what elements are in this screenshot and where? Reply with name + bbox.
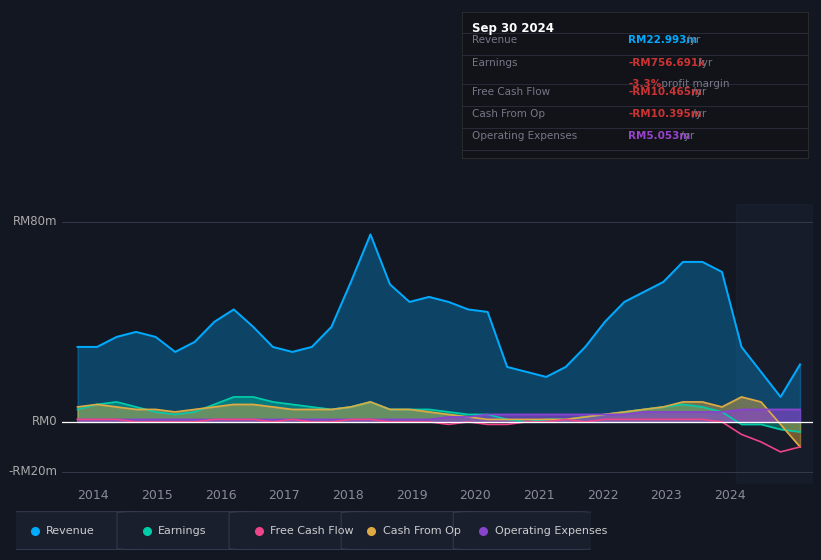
Text: RM80m: RM80m (13, 216, 57, 228)
Text: Operating Expenses: Operating Expenses (472, 131, 578, 141)
Text: Cash From Op: Cash From Op (472, 109, 545, 119)
Text: RM5.053m: RM5.053m (628, 131, 690, 141)
Text: Revenue: Revenue (472, 35, 517, 45)
FancyBboxPatch shape (342, 512, 482, 549)
Text: -RM756.691k: -RM756.691k (628, 58, 705, 68)
Text: -RM10.395m: -RM10.395m (628, 109, 702, 119)
Text: Revenue: Revenue (46, 526, 95, 535)
Text: Free Cash Flow: Free Cash Flow (472, 87, 551, 97)
Text: /yr: /yr (695, 58, 712, 68)
FancyBboxPatch shape (117, 512, 258, 549)
Text: Free Cash Flow: Free Cash Flow (270, 526, 354, 535)
Text: /yr: /yr (689, 87, 706, 97)
Text: /yr: /yr (677, 131, 694, 141)
Text: Earnings: Earnings (472, 58, 518, 68)
Text: Earnings: Earnings (158, 526, 207, 535)
Text: Operating Expenses: Operating Expenses (494, 526, 607, 535)
FancyBboxPatch shape (5, 512, 146, 549)
FancyBboxPatch shape (229, 512, 370, 549)
Text: /yr: /yr (682, 35, 699, 45)
Text: Sep 30 2024: Sep 30 2024 (472, 22, 554, 35)
Bar (736, 204, 813, 484)
FancyBboxPatch shape (453, 512, 594, 549)
Text: RM22.993m: RM22.993m (628, 35, 697, 45)
Text: -3.3%: -3.3% (628, 79, 662, 89)
Text: profit margin: profit margin (658, 79, 730, 89)
Text: -RM20m: -RM20m (9, 465, 57, 478)
Text: /yr: /yr (689, 109, 706, 119)
Text: Cash From Op: Cash From Op (383, 526, 461, 535)
Text: RM0: RM0 (32, 416, 57, 428)
Text: -RM10.465m: -RM10.465m (628, 87, 702, 97)
